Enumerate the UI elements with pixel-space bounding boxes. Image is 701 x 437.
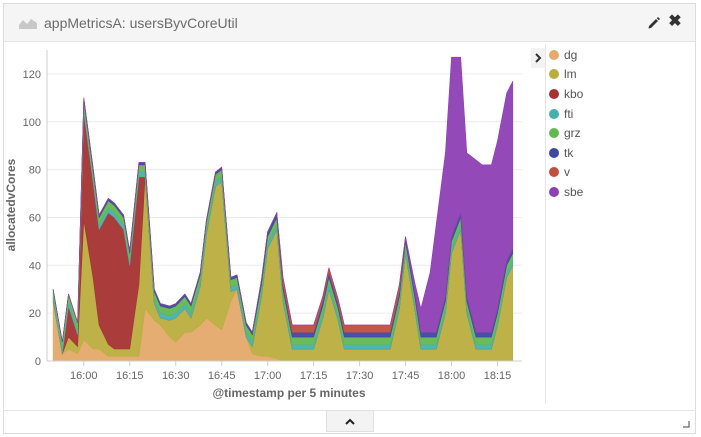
y-tick-label: 60 xyxy=(29,212,41,224)
legend-swatch xyxy=(549,88,559,99)
legend-swatch xyxy=(549,128,559,139)
legend-item[interactable]: sbe xyxy=(549,182,679,202)
y-tick-label: 100 xyxy=(23,117,41,129)
legend-label: v xyxy=(564,165,570,180)
area-chart-icon xyxy=(19,19,37,29)
x-tick-label: 17:15 xyxy=(300,370,328,382)
x-tick-label: 16:00 xyxy=(70,370,98,382)
legend-item[interactable]: dg xyxy=(549,45,679,65)
legend-item[interactable]: fti xyxy=(549,104,679,124)
legend-label: grz xyxy=(564,126,581,141)
x-tick-label: 18:15 xyxy=(484,370,512,382)
legend-item[interactable]: grz xyxy=(549,123,679,143)
legend-item[interactable]: kbo xyxy=(549,84,679,104)
legend-swatch xyxy=(549,108,559,119)
y-tick-label: 20 xyxy=(29,308,41,320)
legend-swatch xyxy=(549,186,559,197)
legend: dg lm kbo fti grz tk v sbe xyxy=(549,45,679,202)
legend-label: fti xyxy=(564,106,574,121)
legend-label: sbe xyxy=(564,184,584,199)
collapse-button[interactable] xyxy=(326,410,374,432)
legend-swatch xyxy=(549,167,559,178)
x-tick-label: 16:15 xyxy=(116,370,144,382)
close-icon[interactable]: ✖ xyxy=(668,13,682,30)
legend-item[interactable]: v xyxy=(549,163,679,183)
legend-swatch xyxy=(549,49,559,60)
legend-swatch xyxy=(549,69,559,80)
x-tick-label: 16:45 xyxy=(208,370,236,382)
legend-divider xyxy=(545,44,546,404)
resize-corner-icon[interactable] xyxy=(682,420,690,428)
legend-toggle[interactable] xyxy=(531,48,545,68)
x-tick-label: 16:30 xyxy=(162,370,190,382)
pencil-icon[interactable] xyxy=(647,16,661,30)
legend-label: dg xyxy=(564,47,578,62)
x-tick-label: 17:30 xyxy=(346,370,374,382)
panel-title: appMetricsA: usersByvCoreUtil xyxy=(44,15,238,31)
y-tick-label: 40 xyxy=(29,260,41,272)
area-series-sbe[interactable] xyxy=(52,56,514,342)
y-tick-label: 120 xyxy=(23,69,41,81)
y-tick-label: 80 xyxy=(29,165,41,177)
legend-label: lm xyxy=(564,67,577,82)
chevron-up-icon xyxy=(345,418,355,425)
x-tick-label: 17:45 xyxy=(392,370,420,382)
y-tick-label: 0 xyxy=(35,356,41,368)
y-axis-label: allocatedvCores xyxy=(4,158,18,251)
legend-item[interactable]: tk xyxy=(549,143,679,163)
legend-item[interactable]: lm xyxy=(549,65,679,85)
panel-header: appMetricsA: usersByvCoreUtil ✖ xyxy=(4,4,695,42)
legend-label: tk xyxy=(564,145,574,160)
x-tick-label: 18:00 xyxy=(438,370,466,382)
legend-swatch xyxy=(549,147,559,158)
x-tick-label: 17:00 xyxy=(254,370,282,382)
legend-label: kbo xyxy=(564,86,584,101)
chevron-right-icon xyxy=(535,53,542,63)
x-axis-label: @timestamp per 5 minutes xyxy=(212,386,365,400)
